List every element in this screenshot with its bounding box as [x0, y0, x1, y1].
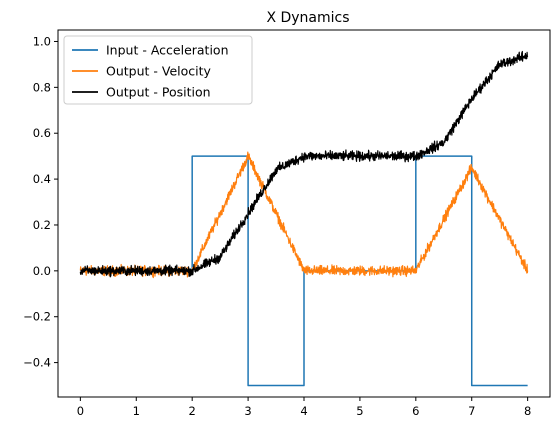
legend: Input - Acceleration Output - Velocity Out… — [63, 35, 253, 105]
axes-frame — [57, 29, 551, 398]
x-tick-label: 7 — [468, 404, 475, 418]
y-tick-label: −0.4 — [23, 356, 51, 370]
x-tick-label: 4 — [300, 404, 307, 418]
x-tick-label: 8 — [524, 404, 531, 418]
x-tick-label: 1 — [133, 404, 140, 418]
chart-title: X Dynamics — [266, 10, 349, 26]
x-tick-label: 6 — [412, 404, 419, 418]
x-tick-label: 0 — [77, 404, 84, 418]
x-axis-ticks: 0 1 2 3 4 5 6 7 8 — [77, 397, 531, 418]
y-tick-label: 0.2 — [33, 218, 51, 232]
y-axis-ticks: −0.4 −0.2 0.0 0.2 0.4 0.6 0.8 1.0 — [23, 34, 58, 370]
x-tick-label: 2 — [189, 404, 196, 418]
y-tick-label: 0.0 — [33, 264, 51, 278]
series-line-1 — [80, 155, 528, 387]
plot-lines — [79, 50, 529, 387]
series-line-3 — [79, 50, 529, 278]
legend-label: Input - Acceleration — [106, 43, 229, 58]
series-line-2 — [79, 151, 529, 279]
y-tick-label: 0.8 — [33, 80, 51, 94]
legend-label: Output - Position — [106, 85, 211, 100]
x-tick-label: 3 — [244, 404, 251, 418]
x-tick-label: 5 — [356, 404, 363, 418]
y-tick-label: 1.0 — [33, 34, 51, 48]
y-tick-label: −0.2 — [23, 310, 51, 324]
legend-label: Output - Velocity — [106, 64, 212, 79]
y-tick-label: 0.4 — [33, 172, 51, 186]
y-tick-label: 0.6 — [33, 126, 51, 140]
legend-box — [63, 35, 253, 105]
